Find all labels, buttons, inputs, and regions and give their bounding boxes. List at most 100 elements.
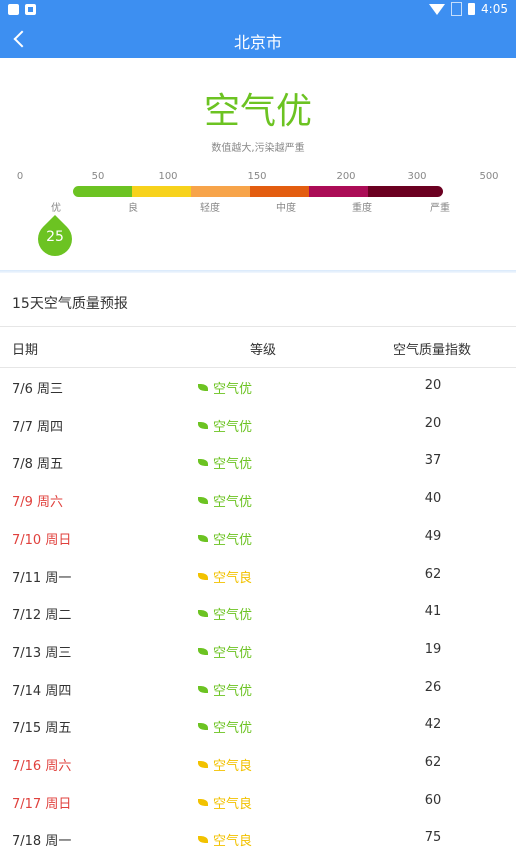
leaf-icon bbox=[198, 384, 208, 391]
forecast-level: 空气优 bbox=[198, 491, 252, 510]
notification-icon bbox=[8, 4, 19, 15]
scale-tick: 200 bbox=[336, 171, 356, 182]
app-bar: 北京市 bbox=[0, 22, 516, 58]
scale-tick: 300 bbox=[407, 171, 427, 182]
forecast-level-label: 空气优 bbox=[213, 457, 253, 473]
status-bar: 4:05 bbox=[0, 0, 516, 22]
leaf-icon bbox=[198, 610, 208, 618]
page-title: 北京市 bbox=[233, 33, 282, 52]
section-divider bbox=[0, 270, 516, 273]
leaf-icon bbox=[198, 459, 208, 467]
forecast-level-label: 空气优 bbox=[213, 645, 253, 661]
leaf-icon bbox=[198, 685, 208, 693]
forecast-date: 7/15 周五 bbox=[12, 721, 72, 737]
forecast-row: 7/15 周五 空气优 42 bbox=[0, 707, 516, 745]
scale-level-label: 轻度 bbox=[200, 203, 220, 214]
forecast-row: 7/9 周六 空气优 40 bbox=[0, 481, 516, 519]
scale-tick: 50 bbox=[91, 171, 105, 182]
forecast-row: 7/11 周一 空气良 62 bbox=[0, 557, 516, 595]
scale-segment bbox=[250, 186, 309, 197]
forecast-date: 7/6 周三 bbox=[12, 382, 64, 397]
forecast-level: 空气良 bbox=[198, 793, 252, 812]
forecast-aqi: 40 bbox=[424, 491, 442, 507]
leaf-icon bbox=[198, 497, 208, 505]
forecast-level-label: 空气优 bbox=[213, 608, 253, 624]
forecast-aqi: 19 bbox=[424, 641, 442, 657]
forecast-aqi: 62 bbox=[424, 566, 442, 582]
forecast-title: 15天空气质量预报 bbox=[12, 296, 128, 312]
leaf-icon bbox=[198, 761, 208, 768]
forecast-date: 7/8 周五 bbox=[12, 457, 64, 473]
scale-level-label: 中度 bbox=[276, 203, 296, 214]
leaf-icon bbox=[198, 798, 208, 806]
aqi-color-bar bbox=[73, 186, 443, 197]
battery-icon bbox=[468, 3, 476, 15]
forecast-aqi: 26 bbox=[424, 679, 442, 695]
forecast-level: 空气优 bbox=[198, 604, 252, 623]
divider bbox=[0, 367, 516, 368]
forecast-row: 7/16 周六 空气良 62 bbox=[0, 745, 516, 783]
scale-segment bbox=[368, 186, 443, 197]
forecast-aqi: 49 bbox=[424, 528, 442, 544]
forecast-level-label: 空气良 bbox=[213, 796, 253, 812]
forecast-row: 7/13 周三 空气优 19 bbox=[0, 632, 516, 670]
forecast-row: 7/6 周三 空气优 20 bbox=[0, 368, 516, 406]
leaf-icon bbox=[198, 421, 208, 429]
leaf-icon bbox=[198, 836, 208, 844]
current-aqi-value: 25 bbox=[46, 229, 64, 245]
forecast-date: 7/17 周日 bbox=[12, 796, 72, 812]
forecast-date: 7/11 周一 bbox=[12, 570, 72, 586]
forecast-date: 7/14 周四 bbox=[12, 683, 72, 699]
status-time: 4:05 bbox=[481, 2, 508, 16]
scale-level-label: 严重 bbox=[430, 203, 450, 214]
forecast-row: 7/10 周日 空气优 49 bbox=[0, 519, 516, 557]
forecast-level-label: 空气优 bbox=[213, 382, 253, 397]
forecast-level-label: 空气优 bbox=[213, 495, 253, 511]
forecast-level-label: 空气优 bbox=[213, 683, 253, 699]
forecast-date: 7/12 周二 bbox=[12, 608, 72, 624]
forecast-aqi: 37 bbox=[424, 453, 442, 469]
forecast-aqi: 41 bbox=[424, 604, 442, 620]
scale-segment bbox=[309, 186, 368, 197]
leaf-icon bbox=[198, 572, 208, 580]
column-header-date: 日期 bbox=[12, 343, 39, 358]
forecast-date: 7/7 周四 bbox=[12, 419, 64, 435]
forecast-date: 7/16 周六 bbox=[12, 759, 72, 774]
forecast-level: 空气优 bbox=[198, 378, 252, 397]
scale-tick: 100 bbox=[158, 171, 178, 182]
forecast-level: 空气优 bbox=[198, 453, 252, 472]
forecast-aqi: 75 bbox=[424, 830, 442, 846]
forecast-aqi: 20 bbox=[424, 378, 442, 393]
forecast-row: 7/14 周四 空气优 26 bbox=[0, 670, 516, 708]
sim-icon bbox=[451, 2, 463, 16]
scale-segment bbox=[191, 186, 250, 197]
forecast-aqi: 20 bbox=[424, 415, 442, 431]
forecast-row: 7/12 周二 空气优 41 bbox=[0, 594, 516, 632]
forecast-level-label: 空气良 bbox=[213, 834, 253, 850]
scale-level-label: 优 bbox=[51, 203, 61, 214]
forecast-level-label: 空气优 bbox=[213, 721, 253, 737]
column-header-aqi: 空气质量指数 bbox=[393, 343, 472, 358]
divider bbox=[0, 326, 516, 327]
forecast-level: 空气良 bbox=[198, 755, 252, 774]
forecast-level-label: 空气良 bbox=[213, 570, 253, 586]
app-notification-icon bbox=[25, 4, 36, 15]
scale-level-label: 良 bbox=[128, 203, 138, 214]
forecast-level: 空气优 bbox=[198, 529, 252, 548]
forecast-date: 7/18 周一 bbox=[12, 834, 72, 850]
forecast-date: 7/9 周六 bbox=[12, 495, 64, 511]
forecast-date: 7/10 周日 bbox=[12, 532, 72, 548]
forecast-row: 7/18 周一 空气良 75 bbox=[0, 820, 516, 858]
forecast-level: 空气良 bbox=[198, 567, 252, 586]
leaf-icon bbox=[198, 647, 208, 655]
scale-tick: 150 bbox=[247, 171, 267, 182]
forecast-level: 空气优 bbox=[198, 680, 252, 699]
current-aqi-level: 空气优 bbox=[203, 91, 312, 132]
forecast-level: 空气良 bbox=[198, 830, 252, 849]
scale-segment bbox=[73, 186, 132, 197]
column-header-level: 等级 bbox=[250, 343, 277, 358]
forecast-row: 7/17 周日 空气良 60 bbox=[0, 783, 516, 821]
scale-tick: 500 bbox=[479, 171, 499, 182]
forecast-level-label: 空气优 bbox=[213, 532, 253, 548]
forecast-level: 空气优 bbox=[198, 717, 252, 736]
